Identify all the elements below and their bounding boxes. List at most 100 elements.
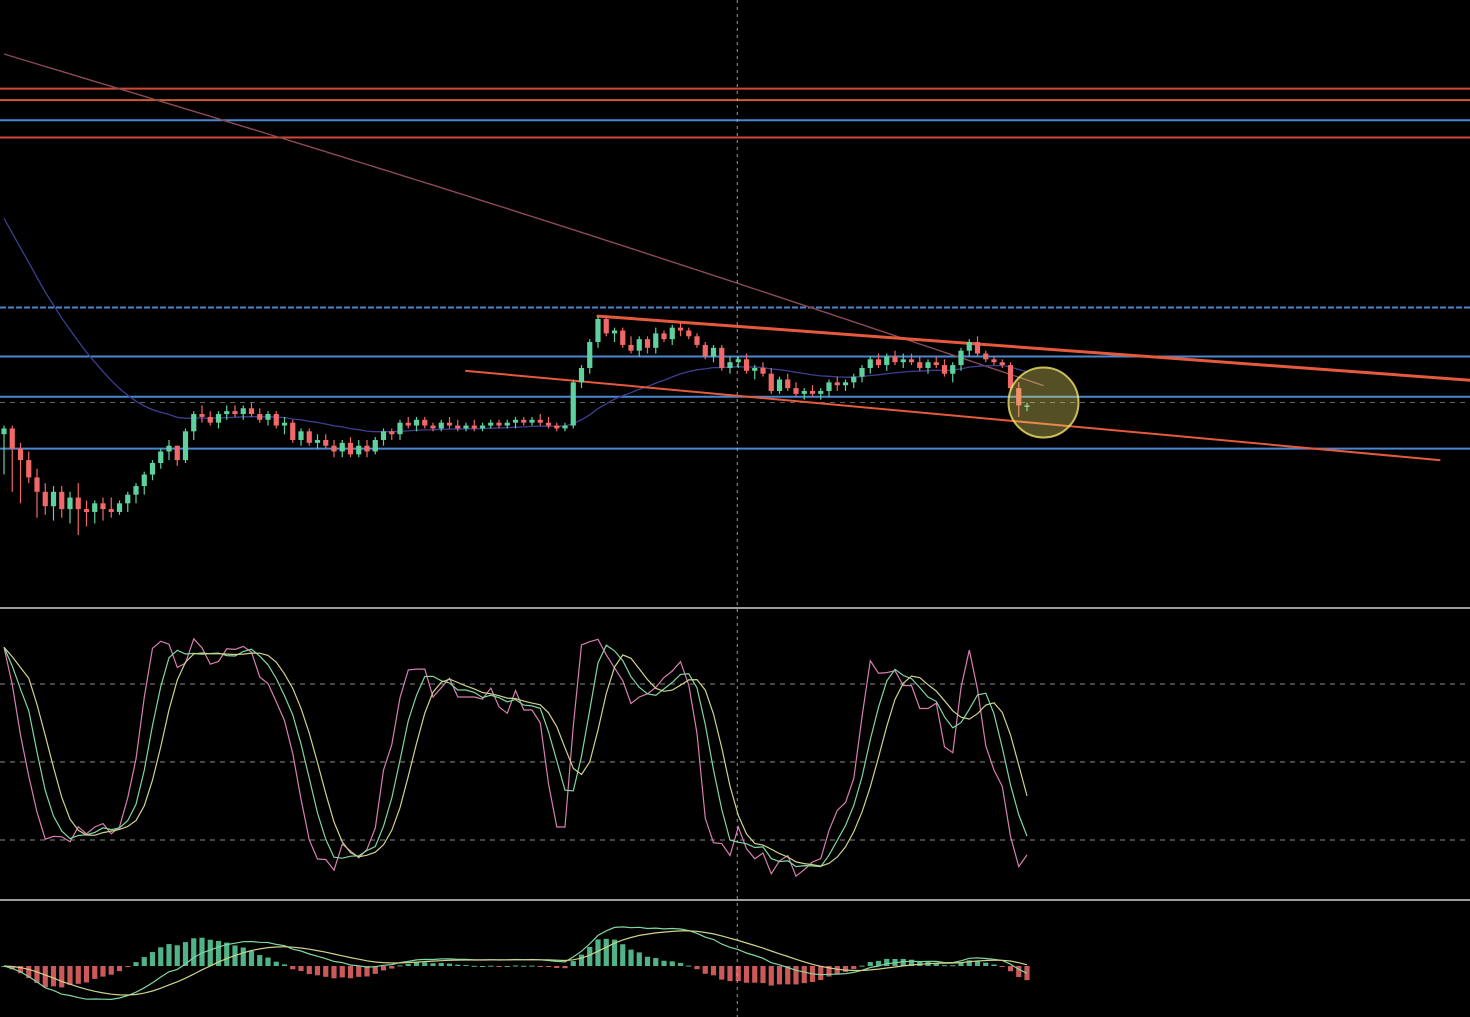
macd-bar-5 bbox=[42, 966, 48, 988]
candle-16 bbox=[133, 483, 139, 504]
macd-bar-25 bbox=[207, 939, 213, 966]
candle-104 bbox=[859, 365, 865, 383]
macd-bar-102 bbox=[842, 966, 849, 972]
candle-body-106 bbox=[875, 359, 882, 366]
macd-bar-33 bbox=[273, 961, 279, 966]
macd-bar-16 bbox=[133, 962, 139, 966]
candle-body-43 bbox=[356, 445, 362, 455]
macd-bar-30 bbox=[248, 950, 255, 966]
channel-upper-line bbox=[596, 314, 1470, 382]
candle-77 bbox=[636, 336, 642, 357]
candle-37 bbox=[306, 428, 312, 446]
macd-bar-41 bbox=[339, 966, 345, 978]
candle-body-38 bbox=[314, 439, 321, 443]
macd-bar-6 bbox=[50, 966, 57, 987]
macd-bar-63 bbox=[521, 965, 527, 967]
candle-body-112 bbox=[925, 362, 931, 368]
candle-body-107 bbox=[884, 356, 890, 366]
candle-body-104 bbox=[859, 367, 865, 377]
candle-body-124 bbox=[1024, 405, 1030, 407]
candle-body-39 bbox=[323, 439, 329, 446]
candle-87 bbox=[719, 344, 725, 371]
candle-56 bbox=[463, 422, 469, 432]
macd-bar-20 bbox=[166, 944, 172, 966]
candle-69 bbox=[570, 379, 576, 429]
candle-body-21 bbox=[174, 445, 180, 461]
candle-body-86 bbox=[710, 347, 717, 357]
macd-bar-38 bbox=[314, 966, 321, 976]
candle-body-101 bbox=[834, 382, 840, 386]
candle-body-7 bbox=[59, 491, 65, 510]
candle-110 bbox=[908, 353, 915, 366]
macd-bar-89 bbox=[735, 966, 741, 982]
macd-bar-120 bbox=[991, 964, 997, 966]
candle-92 bbox=[760, 362, 766, 377]
candle-66 bbox=[545, 416, 552, 429]
candle-body-2 bbox=[17, 448, 24, 461]
macd-bar-24 bbox=[199, 937, 205, 966]
candle-108 bbox=[892, 350, 898, 366]
candle-21 bbox=[174, 445, 180, 466]
candle-body-80 bbox=[661, 333, 667, 340]
candle-body-26 bbox=[215, 414, 222, 423]
candle-body-87 bbox=[719, 347, 725, 368]
macd-bar-93 bbox=[768, 966, 774, 986]
candle-body-91 bbox=[752, 367, 758, 371]
candle-73 bbox=[603, 316, 609, 337]
macd-bar-66 bbox=[545, 966, 552, 967]
candle-body-3 bbox=[26, 460, 32, 478]
candle-117 bbox=[966, 339, 972, 357]
candle-body-69 bbox=[570, 382, 576, 426]
stochastic-pane bbox=[0, 637, 1470, 878]
candle-body-81 bbox=[669, 327, 675, 340]
macd-bar-34 bbox=[281, 964, 288, 966]
candle-body-59 bbox=[488, 422, 494, 426]
macd-bar-10 bbox=[83, 966, 90, 983]
candle-85 bbox=[702, 342, 708, 360]
candle-body-40 bbox=[331, 445, 337, 452]
candle-body-25 bbox=[207, 416, 213, 423]
candle-body-28 bbox=[232, 411, 238, 415]
candle-47 bbox=[389, 428, 395, 440]
candle-76 bbox=[628, 336, 634, 354]
macd-bar-119 bbox=[983, 962, 989, 966]
candle-body-92 bbox=[760, 367, 766, 374]
candle-body-0 bbox=[1, 428, 7, 435]
candle-97 bbox=[801, 388, 807, 400]
candle-98 bbox=[809, 385, 816, 397]
candle-body-88 bbox=[727, 362, 733, 368]
candle-body-119 bbox=[983, 353, 989, 360]
candle-body-42 bbox=[347, 442, 354, 455]
candle-122 bbox=[1007, 362, 1014, 391]
stoch-signal-line bbox=[3, 644, 1028, 868]
stoch-fast-line bbox=[3, 637, 1028, 878]
macd-bar-59 bbox=[488, 965, 494, 967]
candle-body-72 bbox=[595, 319, 601, 343]
candle-107 bbox=[884, 353, 890, 371]
candle-96 bbox=[793, 382, 799, 397]
candle-body-79 bbox=[653, 333, 659, 348]
candle-body-98 bbox=[809, 391, 816, 394]
candle-body-120 bbox=[991, 359, 997, 363]
macd-bar-4 bbox=[34, 966, 40, 983]
candle-body-85 bbox=[702, 344, 708, 357]
macd-bar-2 bbox=[17, 966, 24, 974]
candle-49 bbox=[405, 416, 411, 429]
candle-body-60 bbox=[496, 422, 502, 426]
candle-body-68 bbox=[562, 425, 568, 429]
candle-50 bbox=[413, 416, 420, 432]
candle-114 bbox=[941, 359, 948, 377]
candle-body-63 bbox=[521, 419, 527, 423]
macd-bar-1 bbox=[9, 966, 15, 970]
candle-body-46 bbox=[380, 431, 387, 440]
macd-bar-47 bbox=[389, 966, 395, 969]
ma-slow-line bbox=[3, 53, 1044, 387]
candle-body-33 bbox=[273, 414, 279, 426]
macd-bar-12 bbox=[100, 966, 106, 977]
candle-74 bbox=[611, 327, 618, 343]
candle-124 bbox=[1024, 402, 1030, 412]
macd-bar-31 bbox=[257, 955, 263, 966]
macd-bar-50 bbox=[413, 962, 420, 966]
macd-bar-84 bbox=[694, 966, 700, 970]
